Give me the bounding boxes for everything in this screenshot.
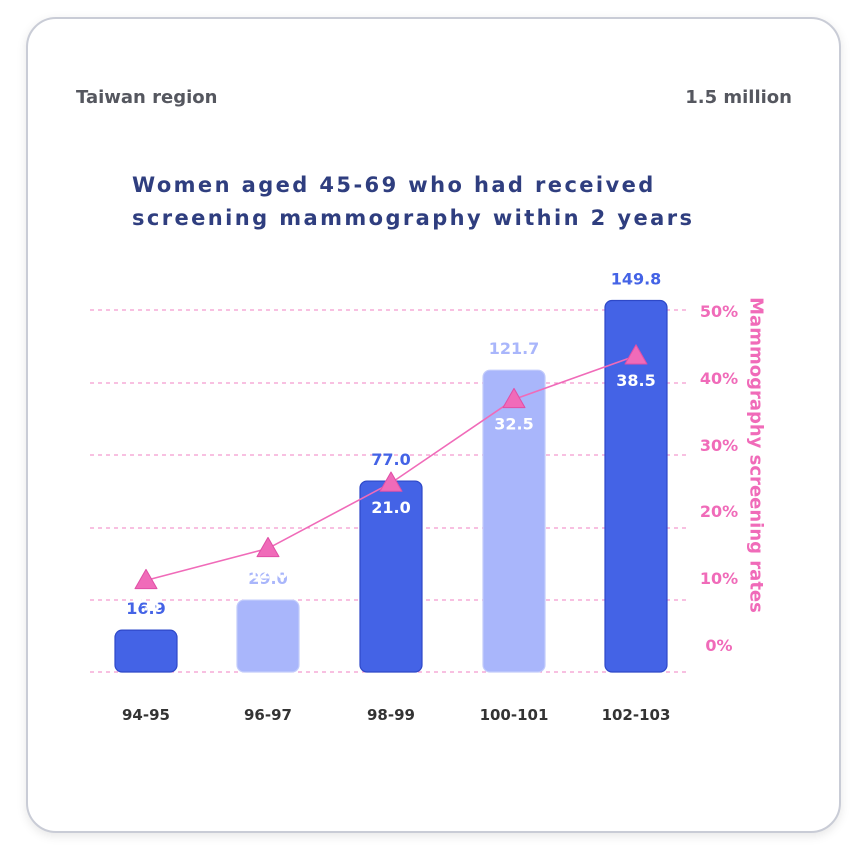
region-label: Taiwan region <box>76 87 218 108</box>
bar <box>482 369 546 673</box>
right-axis-title: Mammography screening rates <box>745 297 767 613</box>
right-axis-tick-label: 20% <box>700 502 738 521</box>
chart-title: Women aged 45-69 who had received screen… <box>132 173 695 230</box>
right-axis-tick-label: 0% <box>705 636 732 655</box>
bar-value-label: 149.8 <box>611 269 662 288</box>
unit-label: 1.5 million <box>685 87 792 108</box>
x-tick-label: 98-99 <box>367 706 415 724</box>
x-tick-label: 100-101 <box>480 706 549 724</box>
right-axis-tick-label: 30% <box>700 436 738 455</box>
rate-value-label: 32.5 <box>494 414 533 433</box>
rate-value-label: 21.0 <box>371 498 410 517</box>
bar-value-label: 16.9 <box>126 599 165 618</box>
rate-value-label: 12.0 <box>248 563 287 582</box>
rate-value-label: 7.6 <box>132 595 160 614</box>
rate-marker <box>624 344 648 365</box>
right-axis-tick-label: 50% <box>700 302 738 321</box>
chart-card <box>26 17 841 833</box>
rate-marker <box>502 387 526 409</box>
bar-value-label: 121.7 <box>489 339 540 358</box>
bar <box>604 299 668 673</box>
rate-marker <box>379 471 403 492</box>
rate-marker <box>134 568 158 590</box>
bar-value-label: 29.0 <box>248 569 287 588</box>
rate-value-label: 38.5 <box>616 371 655 390</box>
bar-value-label: 77.0 <box>371 450 410 469</box>
x-tick-label: 94-95 <box>122 706 170 724</box>
rate-marker <box>256 536 280 558</box>
right-axis-tick-label: 40% <box>700 369 738 388</box>
bar <box>114 629 178 673</box>
x-tick-label: 102-103 <box>602 706 671 724</box>
bar <box>236 599 300 673</box>
x-tick-label: 96-97 <box>244 706 292 724</box>
right-axis-tick-label: 10% <box>700 569 738 588</box>
